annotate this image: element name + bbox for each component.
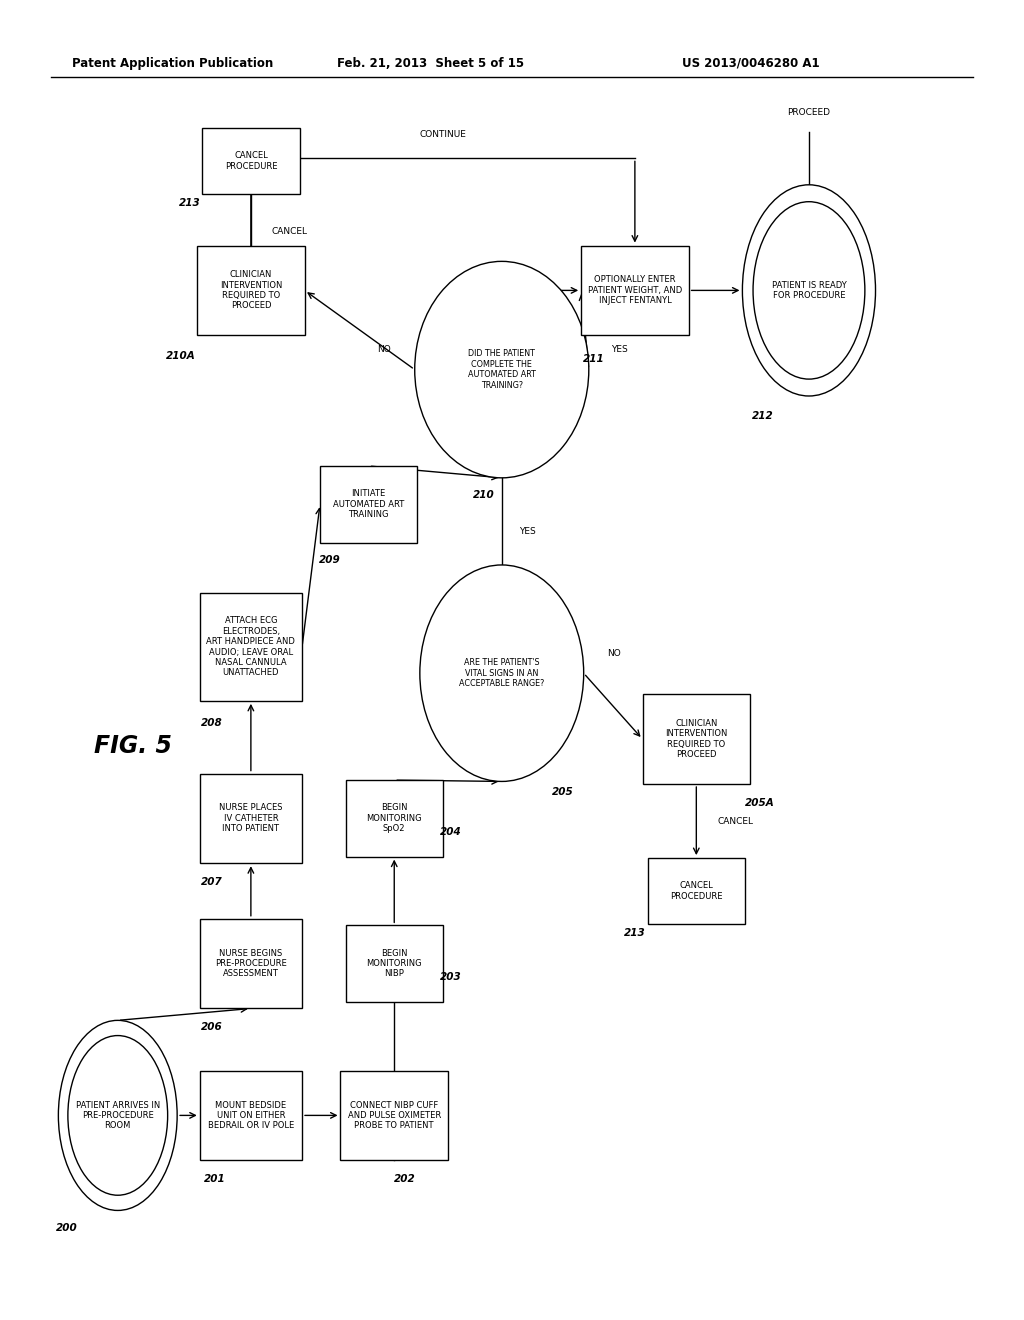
- Text: YES: YES: [611, 346, 628, 354]
- Ellipse shape: [420, 565, 584, 781]
- Text: INITIATE
AUTOMATED ART
TRAINING: INITIATE AUTOMATED ART TRAINING: [333, 490, 404, 519]
- Text: PROCEED: PROCEED: [787, 108, 830, 116]
- FancyBboxPatch shape: [648, 858, 745, 924]
- Text: 211: 211: [583, 354, 605, 364]
- Text: 208: 208: [201, 718, 223, 729]
- Text: 201: 201: [204, 1173, 226, 1184]
- FancyBboxPatch shape: [346, 925, 442, 1002]
- Text: 212: 212: [752, 411, 774, 421]
- Text: CANCEL
PROCEDURE: CANCEL PROCEDURE: [670, 882, 723, 900]
- FancyBboxPatch shape: [582, 246, 688, 335]
- Text: MOUNT BEDSIDE
UNIT ON EITHER
BEDRAIL OR IV POLE: MOUNT BEDSIDE UNIT ON EITHER BEDRAIL OR …: [208, 1101, 294, 1130]
- Text: 205: 205: [552, 787, 574, 797]
- Text: Feb. 21, 2013  Sheet 5 of 15: Feb. 21, 2013 Sheet 5 of 15: [337, 57, 523, 70]
- Text: CONNECT NIBP CUFF
AND PULSE OXIMETER
PROBE TO PATIENT: CONNECT NIBP CUFF AND PULSE OXIMETER PRO…: [347, 1101, 441, 1130]
- FancyBboxPatch shape: [200, 919, 302, 1008]
- Text: US 2013/0046280 A1: US 2013/0046280 A1: [682, 57, 819, 70]
- Text: NO: NO: [377, 346, 391, 354]
- FancyBboxPatch shape: [340, 1071, 449, 1160]
- Text: NO: NO: [607, 649, 622, 657]
- Text: YES: YES: [519, 528, 536, 536]
- Text: CLINICIAN
INTERVENTION
REQUIRED TO
PROCEED: CLINICIAN INTERVENTION REQUIRED TO PROCE…: [666, 719, 727, 759]
- Text: Patent Application Publication: Patent Application Publication: [72, 57, 273, 70]
- FancyBboxPatch shape: [346, 780, 442, 857]
- Text: CANCEL: CANCEL: [717, 817, 754, 825]
- Text: 204: 204: [439, 826, 462, 837]
- Text: 213: 213: [624, 928, 646, 939]
- FancyBboxPatch shape: [203, 128, 299, 194]
- Text: NURSE BEGINS
PRE-PROCEDURE
ASSESSMENT: NURSE BEGINS PRE-PROCEDURE ASSESSMENT: [215, 949, 287, 978]
- Ellipse shape: [415, 261, 589, 478]
- FancyBboxPatch shape: [197, 246, 305, 335]
- Text: 209: 209: [318, 554, 341, 565]
- Text: 210A: 210A: [166, 351, 197, 362]
- Text: NURSE PLACES
IV CATHETER
INTO PATIENT: NURSE PLACES IV CATHETER INTO PATIENT: [219, 804, 283, 833]
- Text: CONTINUE: CONTINUE: [420, 131, 466, 139]
- FancyBboxPatch shape: [643, 694, 750, 784]
- Text: 207: 207: [201, 876, 223, 887]
- Text: CANCEL: CANCEL: [271, 227, 308, 236]
- Text: 200: 200: [55, 1222, 78, 1233]
- Text: 202: 202: [393, 1173, 416, 1184]
- Text: BEGIN
MONITORING
NIBP: BEGIN MONITORING NIBP: [367, 949, 422, 978]
- Ellipse shape: [58, 1020, 177, 1210]
- FancyBboxPatch shape: [200, 593, 302, 701]
- FancyBboxPatch shape: [200, 1071, 302, 1160]
- Text: 205A: 205A: [744, 797, 775, 808]
- Text: ARE THE PATIENT'S
VITAL SIGNS IN AN
ACCEPTABLE RANGE?: ARE THE PATIENT'S VITAL SIGNS IN AN ACCE…: [459, 659, 545, 688]
- Ellipse shape: [753, 202, 865, 379]
- Text: CANCEL
PROCEDURE: CANCEL PROCEDURE: [224, 152, 278, 170]
- Text: BEGIN
MONITORING
SpO2: BEGIN MONITORING SpO2: [367, 804, 422, 833]
- FancyBboxPatch shape: [319, 466, 418, 543]
- Text: ATTACH ECG
ELECTRODES,
ART HANDPIECE AND
AUDIO; LEAVE ORAL
NASAL CANNULA
UNATTAC: ATTACH ECG ELECTRODES, ART HANDPIECE AND…: [207, 616, 295, 677]
- Ellipse shape: [68, 1036, 168, 1195]
- Text: 206: 206: [201, 1022, 223, 1032]
- Text: PATIENT ARRIVES IN
PRE-PROCEDURE
ROOM: PATIENT ARRIVES IN PRE-PROCEDURE ROOM: [76, 1101, 160, 1130]
- Text: 203: 203: [439, 972, 462, 982]
- Text: DID THE PATIENT
COMPLETE THE
AUTOMATED ART
TRAINING?: DID THE PATIENT COMPLETE THE AUTOMATED A…: [468, 350, 536, 389]
- Text: PATIENT IS READY
FOR PROCEDURE: PATIENT IS READY FOR PROCEDURE: [772, 281, 846, 300]
- FancyBboxPatch shape: [200, 774, 302, 863]
- Text: 213: 213: [178, 198, 201, 209]
- Ellipse shape: [742, 185, 876, 396]
- Text: FIG. 5: FIG. 5: [94, 734, 172, 758]
- Text: OPTIONALLY ENTER
PATIENT WEIGHT, AND
INJECT FENTANYL: OPTIONALLY ENTER PATIENT WEIGHT, AND INJ…: [588, 276, 682, 305]
- Text: CLINICIAN
INTERVENTION
REQUIRED TO
PROCEED: CLINICIAN INTERVENTION REQUIRED TO PROCE…: [220, 271, 282, 310]
- Text: 210: 210: [472, 490, 495, 500]
